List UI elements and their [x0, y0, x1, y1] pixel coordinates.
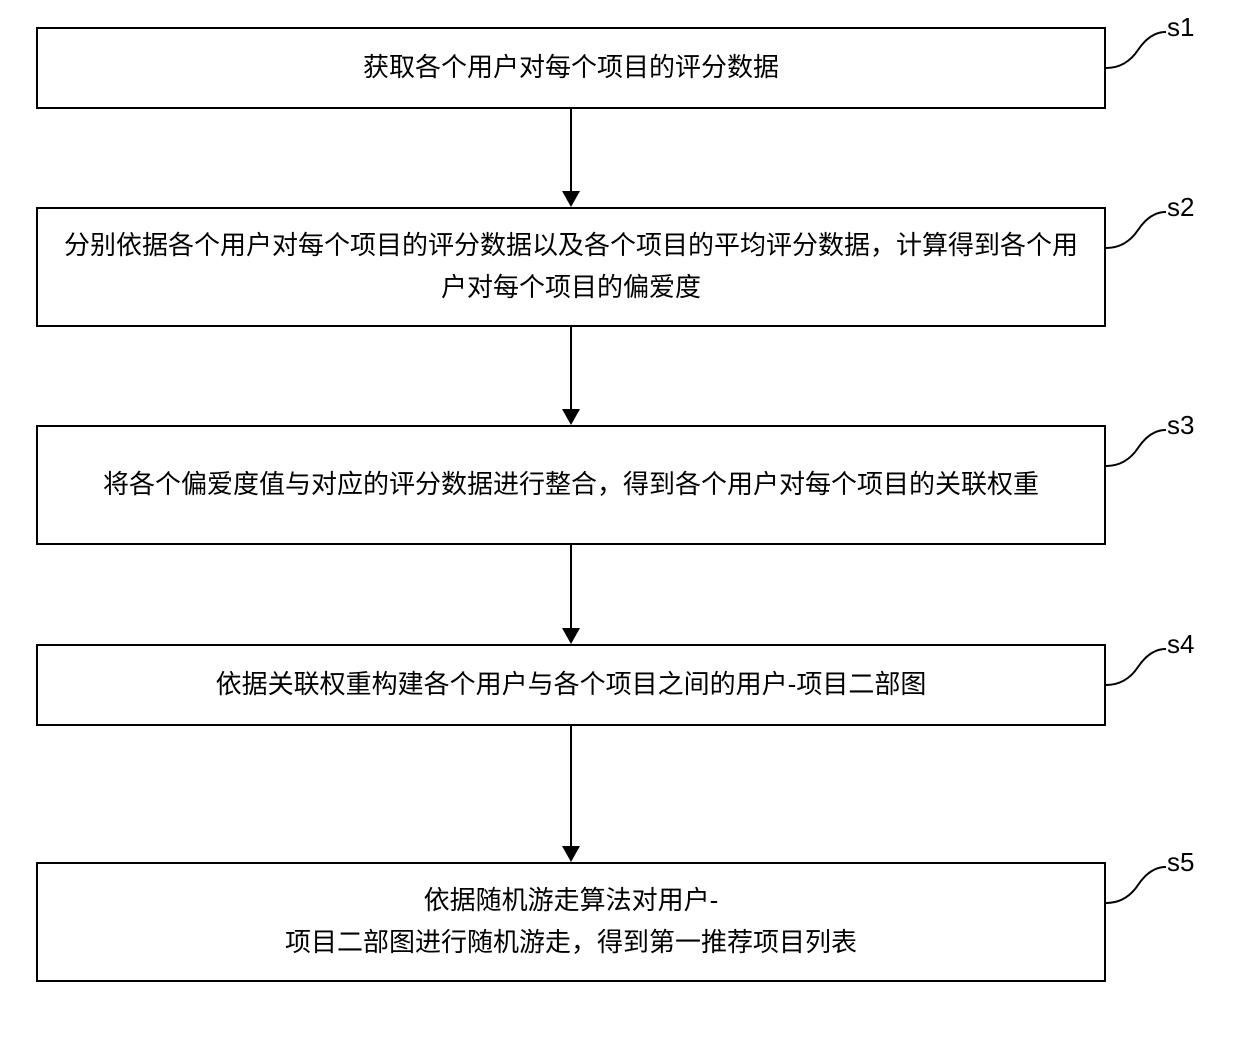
- connector-curve-s4: [1106, 642, 1168, 692]
- step-label-s4: s4: [1167, 629, 1194, 660]
- step-text-s4: 依据关联权重构建各个用户与各个项目之间的用户-项目二部图: [216, 664, 927, 706]
- step-text-s3: 将各个偏爱度值与对应的评分数据进行整合，得到各个用户对每个项目的关联权重: [103, 464, 1039, 506]
- connector-curve-s1: [1106, 25, 1168, 75]
- step-box-s5: 依据随机游走算法对用户- 项目二部图进行随机游走，得到第一推荐项目列表: [36, 862, 1106, 982]
- step-box-s1: 获取各个用户对每个项目的评分数据: [36, 27, 1106, 109]
- arrow-s2-s3: [562, 327, 580, 425]
- step-label-s2: s2: [1167, 192, 1194, 223]
- step-box-s2: 分别依据各个用户对每个项目的评分数据以及各个项目的平均评分数据，计算得到各个用户…: [36, 207, 1106, 327]
- step-box-s3: 将各个偏爱度值与对应的评分数据进行整合，得到各个用户对每个项目的关联权重: [36, 425, 1106, 545]
- arrow-s4-s5: [562, 726, 580, 862]
- connector-curve-s2: [1106, 205, 1168, 255]
- step-label-s5: s5: [1167, 847, 1194, 878]
- step-text-s1: 获取各个用户对每个项目的评分数据: [363, 47, 779, 89]
- connector-curve-s3: [1106, 423, 1168, 473]
- arrow-s1-s2: [562, 109, 580, 207]
- step-label-s1: s1: [1167, 12, 1194, 43]
- step-text-s2: 分别依据各个用户对每个项目的评分数据以及各个项目的平均评分数据，计算得到各个用户…: [58, 225, 1084, 308]
- flowchart-container: 获取各个用户对每个项目的评分数据 s1 分别依据各个用户对每个项目的评分数据以及…: [0, 0, 1240, 1049]
- step-box-s4: 依据关联权重构建各个用户与各个项目之间的用户-项目二部图: [36, 644, 1106, 726]
- step-label-s3: s3: [1167, 410, 1194, 441]
- step-text-s5: 依据随机游走算法对用户- 项目二部图进行随机游走，得到第一推荐项目列表: [285, 880, 857, 963]
- arrow-s3-s4: [562, 545, 580, 644]
- connector-curve-s5: [1106, 860, 1168, 910]
